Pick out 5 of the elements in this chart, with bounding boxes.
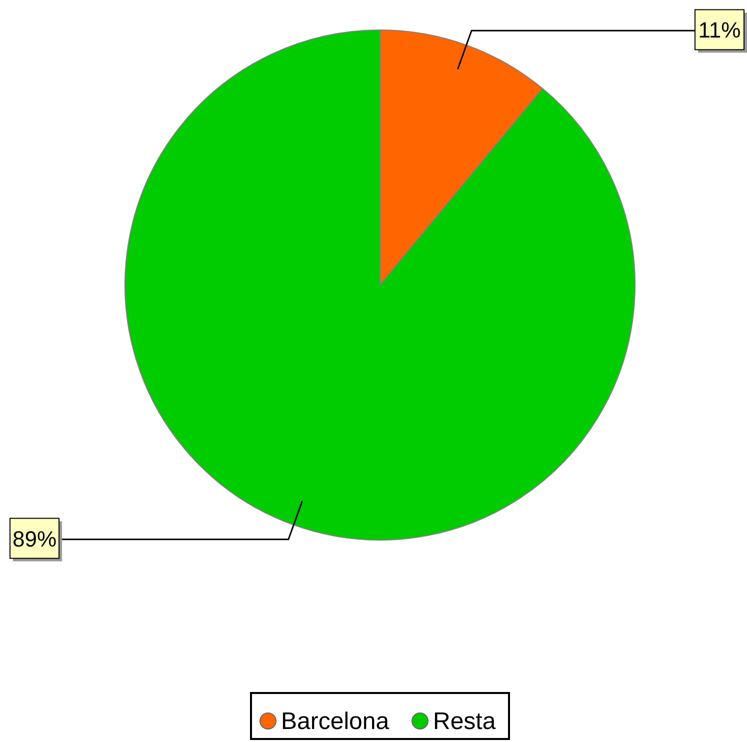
pie-slice (124, 30, 636, 540)
data-label: 11% (698, 18, 741, 43)
legend-label: Barcelona (281, 708, 390, 735)
data-label: 89% (12, 526, 57, 552)
legend-label: Resta (433, 708, 496, 735)
